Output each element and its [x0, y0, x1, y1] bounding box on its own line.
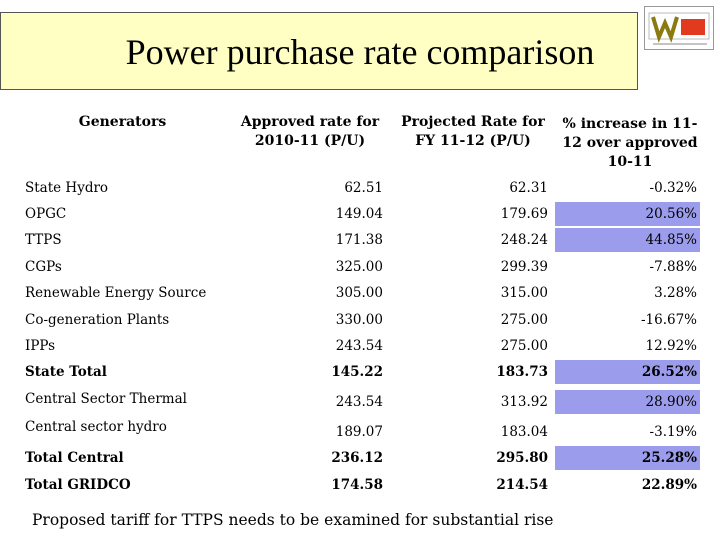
- cell-value: 12.92%: [645, 338, 697, 354]
- cell-value: 299.39: [500, 259, 548, 275]
- column-header: % increase in 11-12 over approved 10-11: [562, 116, 698, 170]
- footnote: Proposed tariff for TTPS needs to be exa…: [32, 511, 554, 529]
- cell-value: 313.92: [500, 394, 548, 410]
- cell-value: -3.19%: [649, 424, 697, 440]
- cell-value: 171.38: [335, 232, 383, 248]
- cell-value: 189.07: [335, 424, 383, 440]
- cell-value: -16.67%: [640, 312, 697, 328]
- row-label: Central sector hydro: [25, 419, 167, 435]
- cell-value: 22.89%: [641, 477, 697, 493]
- cell-value: 214.54: [496, 477, 548, 493]
- logo-block: [681, 19, 705, 35]
- row-label: State Hydro: [25, 180, 109, 196]
- row-label: Renewable Energy Source: [25, 285, 207, 301]
- cell-value: 62.31: [509, 180, 548, 196]
- cell-value: 305.00: [335, 285, 383, 301]
- cell-value: 275.00: [500, 312, 548, 328]
- cell-value: -7.88%: [649, 259, 697, 275]
- cell-value: 330.00: [335, 312, 383, 328]
- highlight-cell: [555, 228, 700, 252]
- cell-value: 3.28%: [654, 285, 697, 301]
- cell-value: 149.04: [335, 206, 383, 222]
- row-label: Total Central: [25, 450, 124, 466]
- cell-value: 174.58: [331, 477, 383, 493]
- cell-value: 44.85%: [645, 232, 697, 248]
- column-header: Generators: [78, 114, 167, 130]
- cell-value: 25.28%: [641, 450, 697, 466]
- cell-value: 183.04: [500, 424, 548, 440]
- logo-mark: [651, 16, 679, 43]
- cell-value: 26.52%: [641, 364, 697, 380]
- cell-value: 28.90%: [645, 394, 697, 410]
- row-label: TTPS: [25, 232, 62, 248]
- row-label: OPGC: [25, 206, 67, 222]
- cell-value: 183.73: [496, 364, 548, 380]
- row-label: Co-generation Plants: [25, 312, 170, 328]
- logo: [644, 6, 714, 50]
- row-label: Central Sector Thermal: [25, 391, 187, 407]
- cell-value: 236.12: [331, 450, 383, 466]
- slide-title: Power purchase rate comparison: [125, 32, 595, 72]
- cell-value: 243.54: [335, 394, 383, 410]
- row-label: State Total: [25, 364, 107, 380]
- cell-value: 179.69: [500, 206, 548, 222]
- cell-value: 248.24: [500, 232, 548, 248]
- column-header: Approved rate for 2010-11 (P/U): [240, 114, 380, 149]
- cell-value: 315.00: [500, 285, 548, 301]
- cell-value: -0.32%: [649, 180, 697, 196]
- highlight-cell: [555, 390, 700, 414]
- row-label: IPPs: [25, 338, 56, 354]
- highlight-cell: [555, 202, 700, 226]
- cell-value: 20.56%: [645, 206, 697, 222]
- cell-value: 295.80: [496, 450, 548, 466]
- highlight-cell: [555, 360, 700, 384]
- title-box: [0, 12, 638, 90]
- cell-value: 62.51: [344, 180, 383, 196]
- row-label: CGPs: [25, 259, 62, 275]
- column-header: Projected Rate for FY 11-12 (P/U): [401, 114, 545, 149]
- cell-value: 325.00: [335, 259, 383, 275]
- highlight-cell: [555, 446, 700, 470]
- cell-value: 145.22: [331, 364, 383, 380]
- cell-value: 275.00: [500, 338, 548, 354]
- cell-value: 243.54: [335, 338, 383, 354]
- row-label: Total GRIDCO: [25, 477, 131, 493]
